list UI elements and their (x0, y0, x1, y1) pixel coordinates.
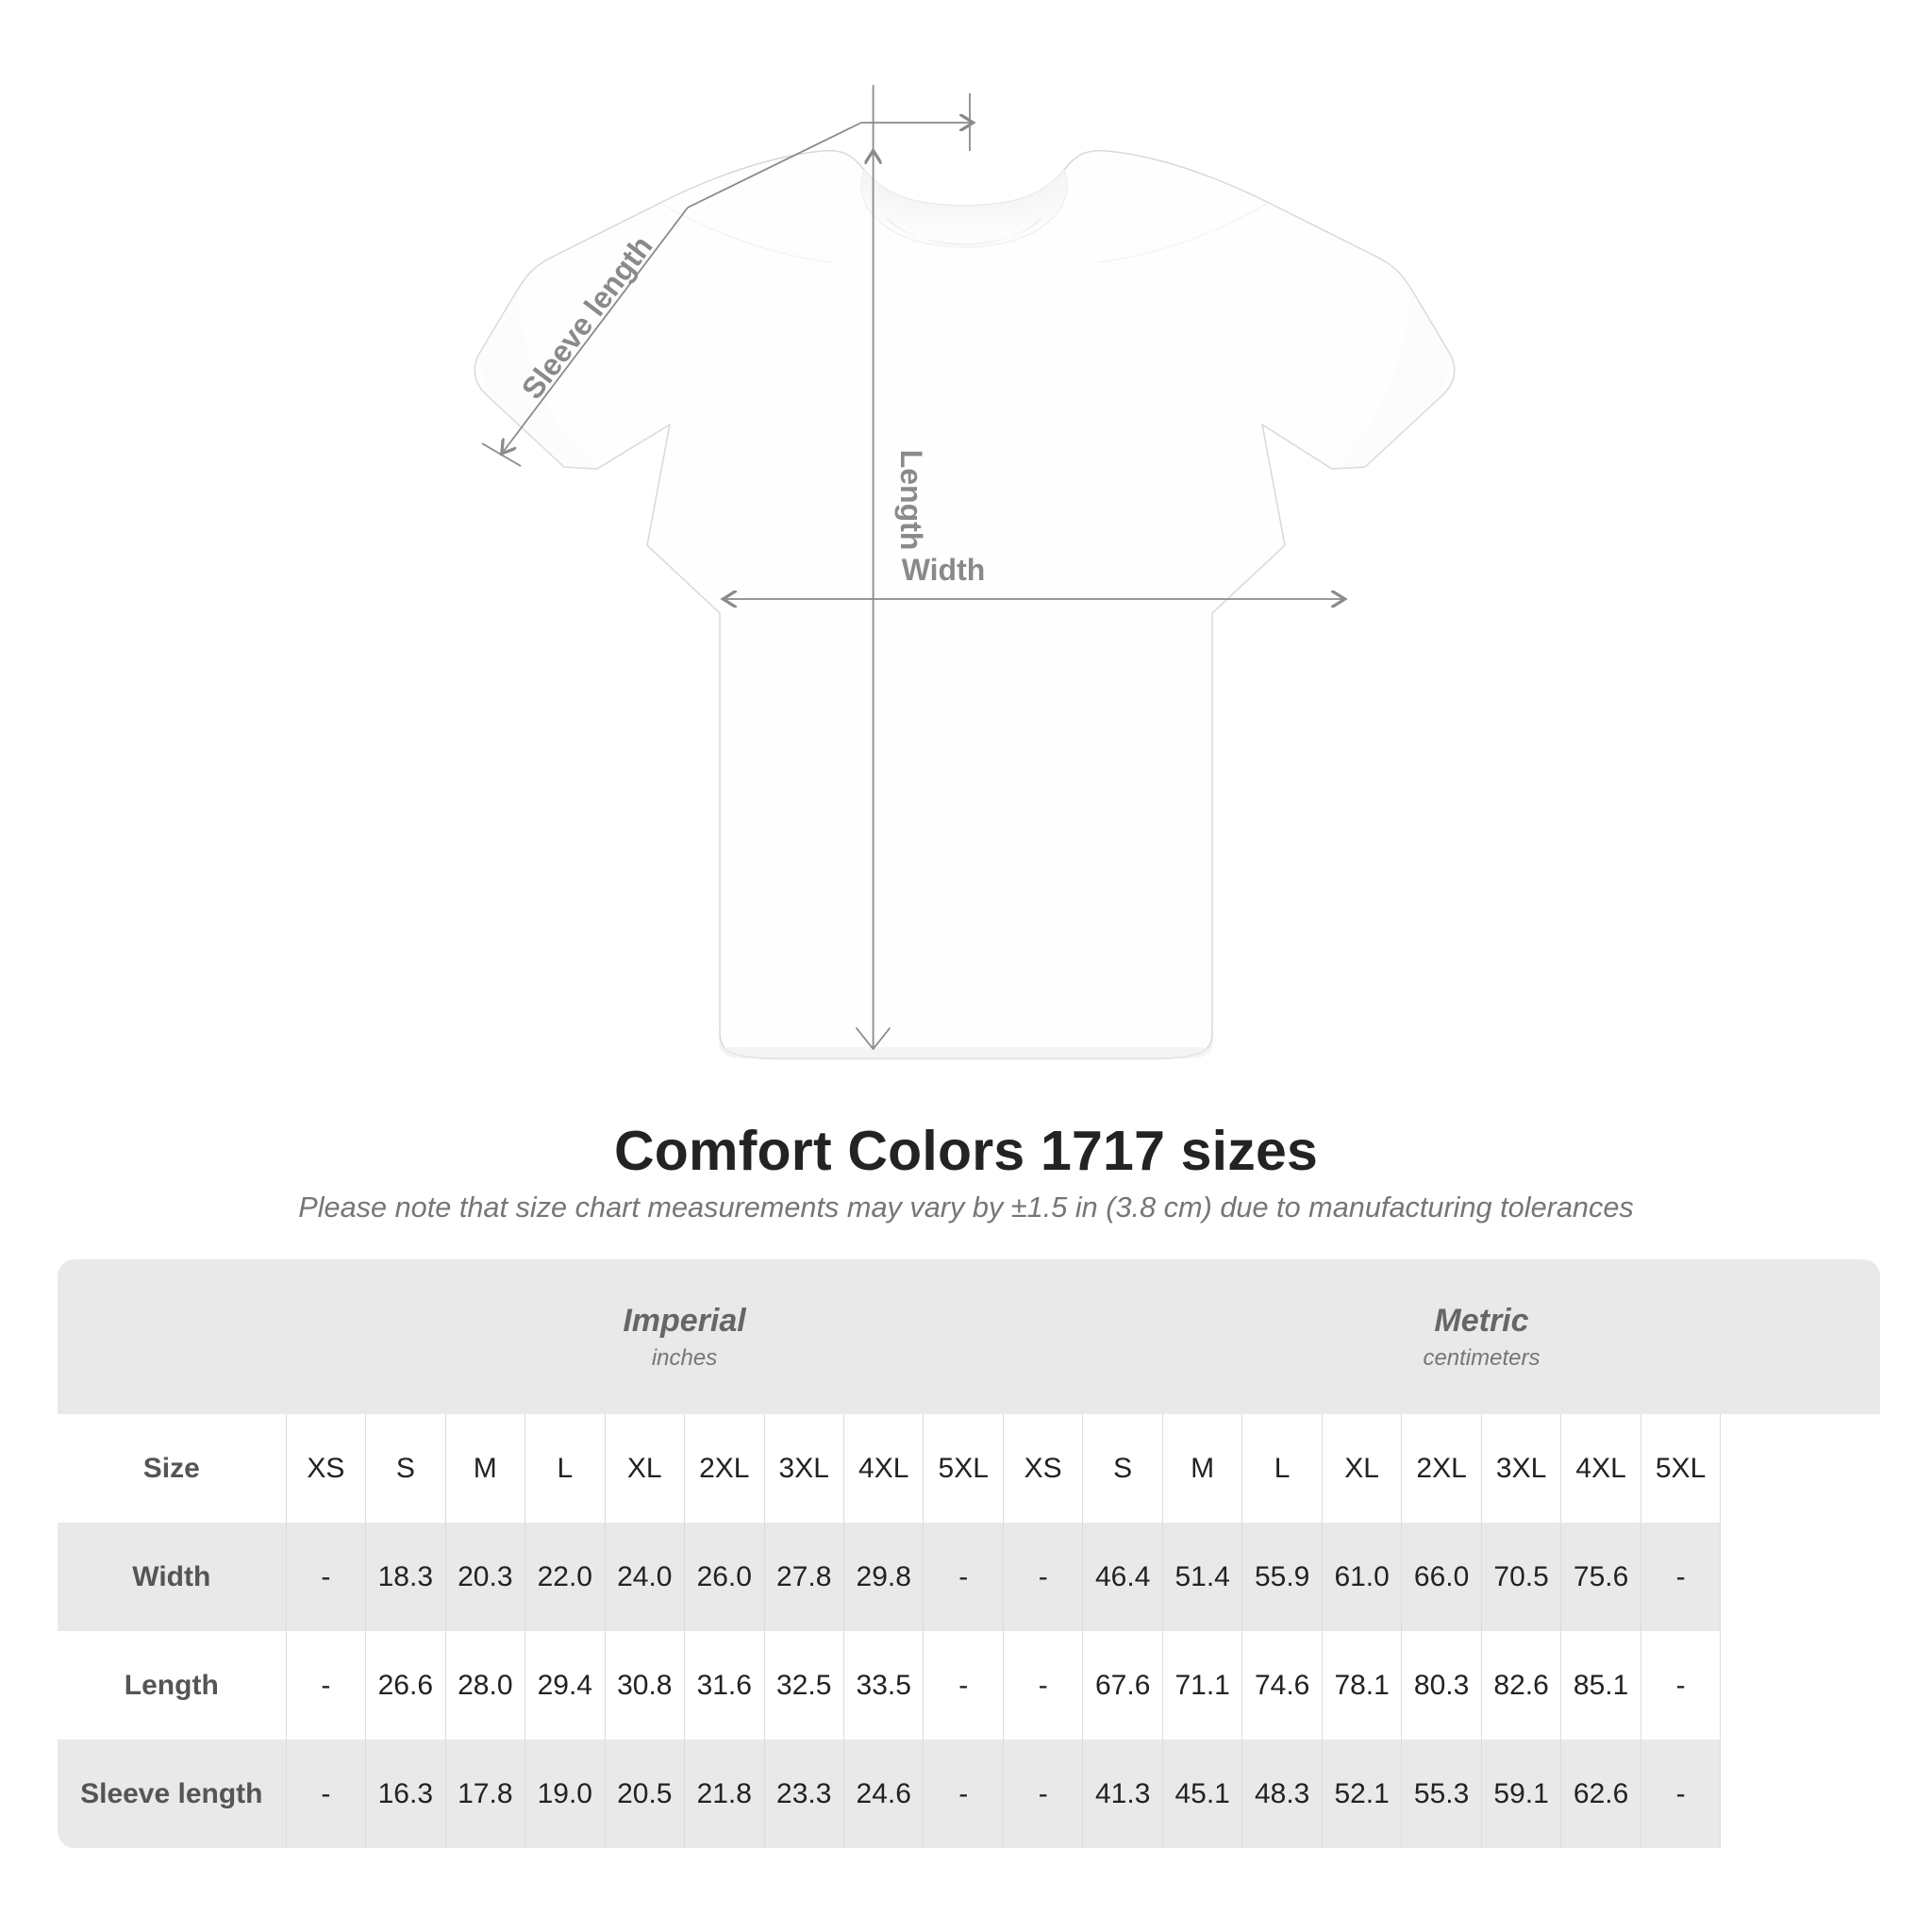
svg-text:Length: Length (894, 450, 928, 551)
svg-text:Width: Width (902, 553, 986, 587)
